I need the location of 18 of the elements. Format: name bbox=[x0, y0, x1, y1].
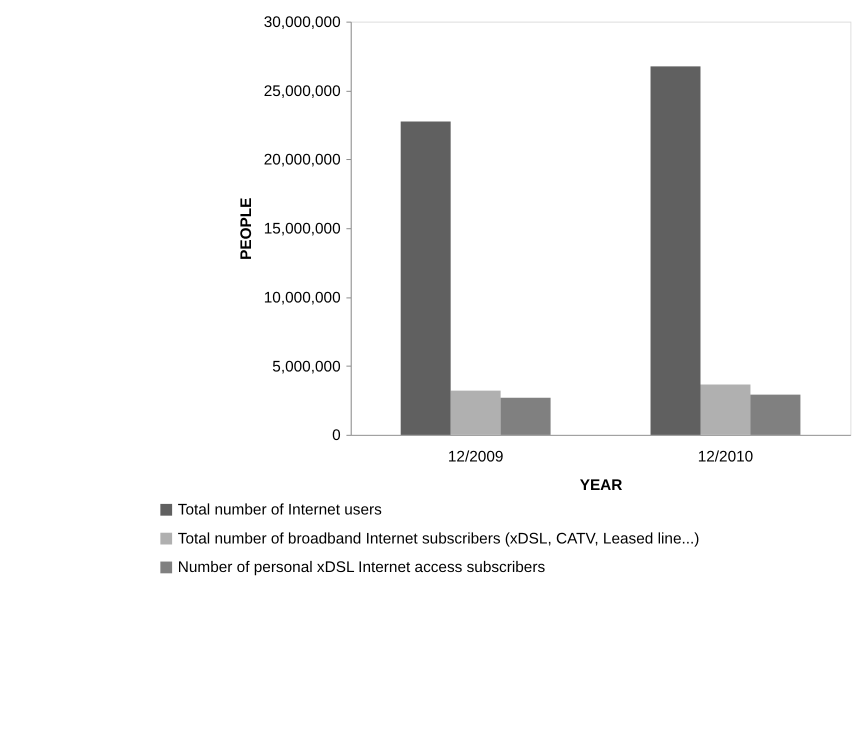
y-tick-label: 10,000,000 bbox=[264, 289, 341, 306]
legend-label: Number of personal xDSL Internet access subscribers bbox=[178, 559, 546, 576]
bar bbox=[650, 66, 700, 435]
y-tick-label: 0 bbox=[332, 427, 341, 444]
y-tick-label: 30,000,000 bbox=[264, 14, 341, 31]
bar bbox=[450, 390, 501, 435]
legend-label: Total number of broadband Internet subscribers (xDSL, CATV, Leased line...) bbox=[178, 530, 700, 548]
bar bbox=[400, 122, 451, 435]
x-axis-title: YEAR bbox=[580, 477, 622, 494]
y-axis-title: PEOPLE bbox=[238, 198, 256, 260]
x-tick-label: 12/2010 bbox=[698, 448, 754, 466]
y-tick-label: 15,000,000 bbox=[264, 220, 341, 238]
x-tick-label: 12/2009 bbox=[448, 448, 504, 466]
y-tick-label: 20,000,000 bbox=[264, 152, 341, 169]
legend-label: Total number of Internet users bbox=[178, 502, 382, 519]
bar bbox=[700, 384, 750, 435]
y-tick-label: 25,000,000 bbox=[264, 82, 341, 100]
y-tick-label: 5,000,000 bbox=[272, 358, 341, 376]
